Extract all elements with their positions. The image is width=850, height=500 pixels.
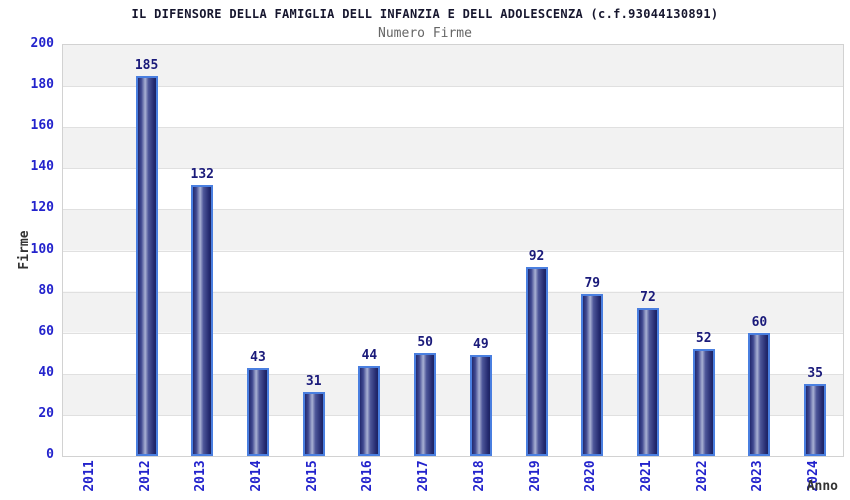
chart-title: IL DIFENSORE DELLA FAMIGLIA DELL INFANZI… (131, 7, 719, 21)
bar-2019 (525, 266, 548, 456)
bar-2020 (581, 293, 604, 456)
y-tick-label: 120 (30, 200, 54, 216)
bar-2012 (135, 75, 158, 456)
bar-2021 (637, 308, 659, 456)
bar-value-label: 72 (640, 290, 656, 306)
x-tick-label: 2018 (471, 460, 487, 492)
gridline (63, 250, 843, 252)
x-tick-label: 2019 (527, 460, 543, 492)
x-axis-label: Anno (806, 479, 838, 494)
gridline (63, 86, 843, 88)
bar-value-label: 52 (695, 331, 712, 347)
y-tick-label: 80 (38, 282, 54, 298)
x-tick-label: 2016 (360, 460, 376, 492)
bar-2014 (247, 367, 269, 456)
bar-value-label: 31 (305, 374, 322, 390)
y-tick-label: 0 (46, 447, 54, 462)
plot-area: 185 132 43 31 44 50 49 92 79 72 52 60 35 (62, 44, 844, 457)
x-tick-label: 2015 (304, 460, 320, 492)
x-tick-label: 2022 (694, 460, 710, 492)
y-tick-label: 60 (38, 323, 54, 339)
x-tick-label: 2020 (583, 460, 599, 492)
y-tick-label: 100 (30, 241, 54, 257)
gridline (63, 209, 843, 211)
bar-value-label: 43 (250, 349, 266, 365)
gridline (63, 168, 843, 170)
bar-2015 (302, 392, 325, 456)
bar-value-label: 60 (751, 314, 768, 330)
bar-value-label: 132 (190, 166, 215, 182)
gridline (63, 291, 843, 293)
gridline (63, 414, 843, 416)
y-axis-label: Firme (17, 230, 32, 270)
y-tick-label: 180 (30, 77, 54, 93)
chart-subtitle: Numero Firme (378, 26, 472, 41)
gridline (63, 373, 843, 375)
y-tick-label: 40 (38, 364, 54, 380)
bar-2017 (414, 353, 437, 456)
x-tick-label: 2014 (249, 460, 264, 492)
bar-value-label: 50 (417, 335, 433, 351)
bar-2022 (692, 349, 715, 456)
bar-2016 (358, 365, 381, 456)
bar-value-label: 92 (528, 248, 545, 264)
bar-value-label: 79 (584, 275, 601, 291)
y-tick-label: 160 (30, 118, 54, 134)
gridline (63, 127, 843, 129)
bar-2024 (804, 384, 827, 456)
x-tick-label: 2011 (81, 460, 97, 492)
bar-value-label: 185 (134, 57, 159, 73)
bar-value-label: 49 (473, 337, 489, 353)
gridline (63, 332, 843, 334)
x-tick-label: 2021 (639, 460, 654, 492)
y-tick-label: 140 (30, 159, 54, 175)
bar-2023 (748, 332, 771, 456)
x-tick-label: 2013 (193, 460, 209, 492)
x-tick-label: 2012 (137, 460, 153, 492)
bar-2013 (191, 184, 214, 456)
x-tick-label: 2017 (416, 460, 432, 492)
x-tick-label: 2023 (750, 460, 766, 492)
bar-value-label: 44 (361, 347, 378, 363)
y-tick-label: 20 (38, 405, 54, 421)
y-tick-label: 200 (30, 36, 54, 51)
bar-2018 (469, 355, 492, 456)
bar-value-label: 35 (807, 366, 823, 382)
